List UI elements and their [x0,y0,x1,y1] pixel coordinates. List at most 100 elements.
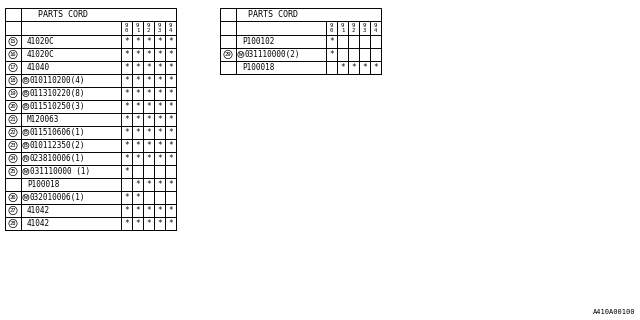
Text: *: * [135,63,140,72]
Text: *: * [329,50,334,59]
Text: 011310220(8): 011310220(8) [29,89,85,98]
Text: 41020C: 41020C [27,37,55,46]
Text: *: * [124,37,129,46]
Text: 011510606(1): 011510606(1) [29,128,85,137]
Text: *: * [124,115,129,124]
Text: *: * [135,115,140,124]
Text: 9
2: 9 2 [352,23,355,33]
Text: *: * [340,63,345,72]
Text: *: * [157,37,162,46]
Text: *: * [157,180,162,189]
Text: *: * [168,50,173,59]
Text: 22: 22 [10,130,16,135]
Text: *: * [124,141,129,150]
Text: P100018: P100018 [27,180,60,189]
Text: *: * [124,76,129,85]
Text: *: * [146,63,151,72]
Text: *: * [157,76,162,85]
Text: *: * [124,63,129,72]
Text: 011510250(3): 011510250(3) [29,102,85,111]
Text: *: * [124,206,129,215]
Text: 15: 15 [10,39,16,44]
Text: B: B [24,143,28,148]
Text: *: * [124,219,129,228]
Text: *: * [157,206,162,215]
Text: *: * [124,50,129,59]
Text: PARTS CORD: PARTS CORD [248,10,298,19]
Text: *: * [124,193,129,202]
Text: *: * [168,141,173,150]
Text: 9
4: 9 4 [374,23,377,33]
Text: 9
1: 9 1 [136,23,139,33]
Text: B: B [24,130,28,135]
Text: 031110000(2): 031110000(2) [244,50,300,59]
Text: *: * [135,102,140,111]
Text: *: * [157,141,162,150]
Text: 19: 19 [10,91,16,96]
Text: 26: 26 [10,195,16,200]
Text: B: B [24,91,28,96]
Text: 031110000 (1): 031110000 (1) [29,167,90,176]
Text: *: * [135,76,140,85]
Text: 41042: 41042 [27,206,50,215]
Bar [220,8,381,74]
Text: 9
0: 9 0 [125,23,128,33]
Text: *: * [157,219,162,228]
Text: 9
3: 9 3 [158,23,161,33]
Text: W: W [24,169,28,174]
Text: *: * [124,128,129,137]
Text: *: * [157,128,162,137]
Text: *: * [157,115,162,124]
Text: *: * [146,206,151,215]
Text: *: * [135,219,140,228]
Text: *: * [329,37,334,46]
Text: *: * [124,167,129,176]
Text: *: * [146,50,151,59]
Text: *: * [146,180,151,189]
Text: *: * [168,37,173,46]
Text: *: * [135,193,140,202]
Text: P100018: P100018 [242,63,275,72]
Text: *: * [157,50,162,59]
Text: *: * [135,37,140,46]
Text: *: * [146,89,151,98]
Text: W: W [239,52,243,57]
Text: 21: 21 [10,117,16,122]
Text: 9
2: 9 2 [147,23,150,33]
Text: *: * [351,63,356,72]
Text: B: B [24,78,28,83]
Text: *: * [168,76,173,85]
Text: 28: 28 [10,221,16,226]
Text: *: * [124,102,129,111]
Text: *: * [146,219,151,228]
Text: *: * [168,128,173,137]
Text: *: * [157,89,162,98]
Text: *: * [146,115,151,124]
Text: *: * [146,102,151,111]
Text: *: * [135,128,140,137]
Text: *: * [124,154,129,163]
Bar [5,8,176,230]
Text: 23: 23 [10,143,16,148]
Text: *: * [157,63,162,72]
Text: PARTS CORD: PARTS CORD [38,10,88,19]
Text: *: * [135,141,140,150]
Text: 032010006(1): 032010006(1) [29,193,85,202]
Text: 24: 24 [10,156,16,161]
Text: 9
1: 9 1 [341,23,344,33]
Text: *: * [146,76,151,85]
Text: 17: 17 [10,65,16,70]
Text: 9
0: 9 0 [330,23,333,33]
Text: *: * [373,63,378,72]
Text: 010110200(4): 010110200(4) [29,76,85,85]
Text: *: * [135,206,140,215]
Text: 010112350(2): 010112350(2) [29,141,85,150]
Text: 41042: 41042 [27,219,50,228]
Text: *: * [168,180,173,189]
Text: *: * [168,115,173,124]
Text: 41020C: 41020C [27,50,55,59]
Text: *: * [135,154,140,163]
Text: P100102: P100102 [242,37,275,46]
Text: 9
3: 9 3 [363,23,366,33]
Text: *: * [168,154,173,163]
